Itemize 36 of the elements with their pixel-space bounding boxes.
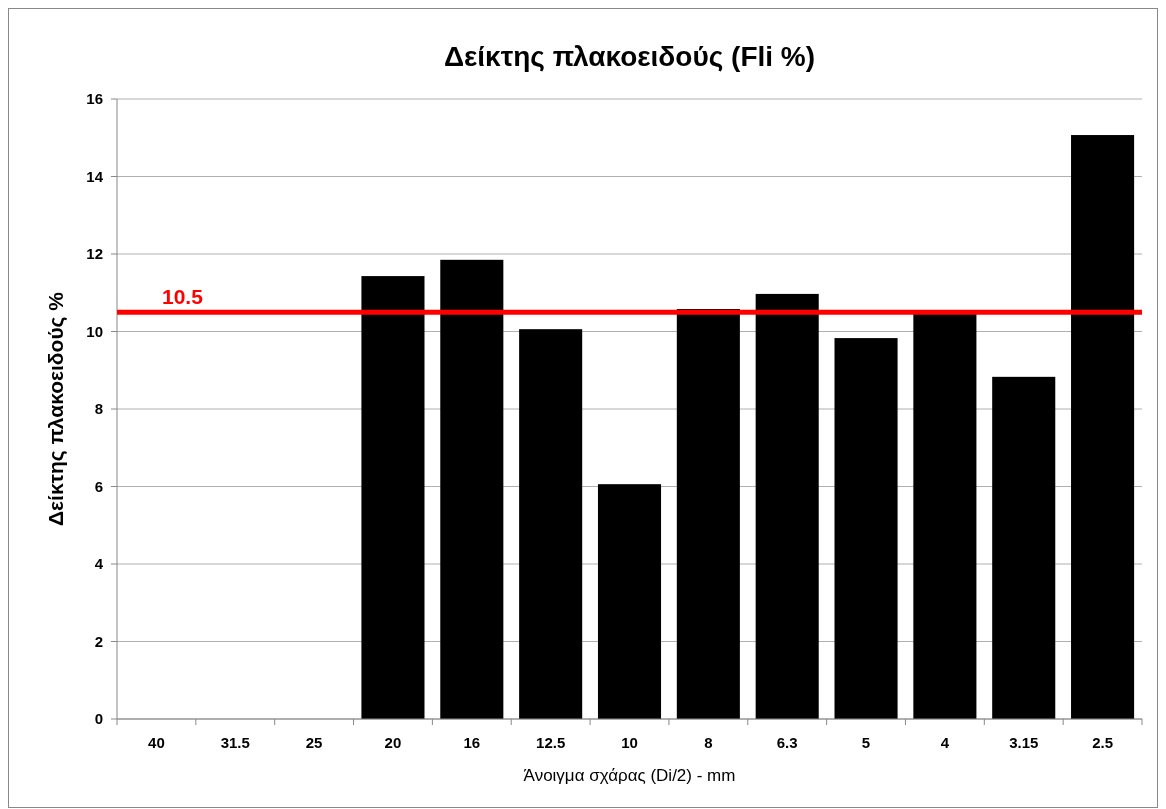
bar xyxy=(676,309,740,719)
bar xyxy=(992,376,1056,719)
y-tick-label: 6 xyxy=(94,477,103,495)
x-tick-label: 8 xyxy=(704,734,713,751)
bar xyxy=(519,329,583,719)
x-tick-label: 31.5 xyxy=(220,734,250,751)
y-tick-label: 16 xyxy=(86,90,103,107)
x-tick-label: 4 xyxy=(940,734,950,751)
x-tick-label: 40 xyxy=(148,734,165,751)
ref-line-label: 10.5 xyxy=(162,285,204,309)
bar xyxy=(834,338,898,719)
x-tick-label: 3.15 xyxy=(1009,734,1039,751)
y-tick-label: 14 xyxy=(86,167,104,185)
y-tick-label: 8 xyxy=(94,400,103,417)
x-tick-label: 6.3 xyxy=(776,734,798,751)
y-tick-label: 12 xyxy=(86,245,103,262)
y-tick-label: 0 xyxy=(94,710,103,727)
bar xyxy=(1071,135,1135,719)
x-tick-label: 10 xyxy=(621,734,638,751)
x-tick-label: 16 xyxy=(463,734,481,751)
bar xyxy=(755,293,819,719)
x-tick-label: 5 xyxy=(861,734,871,751)
y-tick-label: 10 xyxy=(86,322,103,340)
y-axis-title: Δείκτης πλακοειδούς % xyxy=(44,291,68,527)
y-tick-label: 4 xyxy=(94,555,104,572)
bar xyxy=(597,484,662,719)
x-tick-label: 2.5 xyxy=(1092,734,1114,751)
x-tick-label: 12.5 xyxy=(536,734,566,751)
bar xyxy=(440,259,504,719)
chart-title: Δείκτης πλακοειδούς (Fli %) xyxy=(443,41,816,72)
y-tick-label: 2 xyxy=(94,632,103,650)
x-tick-label: 20 xyxy=(384,734,402,751)
x-tick-label: 25 xyxy=(305,734,323,751)
bar xyxy=(361,276,425,719)
x-axis-title: Άνοιγμα σχάρας (Di/2) - mm xyxy=(523,766,736,785)
bar xyxy=(913,312,977,719)
